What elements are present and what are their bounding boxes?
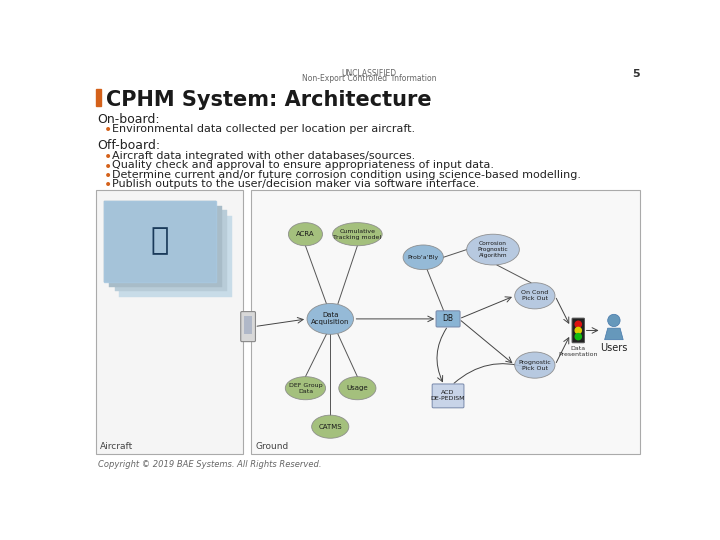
Text: On Cond
Pick Out: On Cond Pick Out [521,291,549,301]
Text: UNCLASSIFIED: UNCLASSIFIED [341,69,397,78]
FancyBboxPatch shape [436,311,460,327]
Text: Quality check and approval to ensure appropriateness of input data.: Quality check and approval to ensure app… [112,160,494,170]
Ellipse shape [403,245,444,269]
Text: •: • [104,150,112,164]
Ellipse shape [515,283,555,309]
Text: Cumulative
Tracking model: Cumulative Tracking model [333,229,382,240]
Bar [104,201,216,282]
Ellipse shape [339,377,376,400]
Bar [120,217,232,298]
Circle shape [575,327,581,334]
Bar [104,201,216,282]
Text: Environmental data collected per location per aircraft.: Environmental data collected per locatio… [112,124,415,134]
Ellipse shape [307,303,354,334]
Ellipse shape [333,222,382,246]
Ellipse shape [289,222,323,246]
FancyBboxPatch shape [251,190,640,454]
Text: •: • [104,123,112,137]
Text: CATMS: CATMS [318,424,342,430]
Text: Determine current and/or future corrosion condition using science-based modellin: Determine current and/or future corrosio… [112,170,581,179]
FancyBboxPatch shape [432,384,464,408]
Text: Usage: Usage [346,385,368,391]
Text: Data
Presentation: Data Presentation [559,346,598,356]
FancyBboxPatch shape [240,312,256,342]
Bar [244,316,252,334]
Text: Off-board:: Off-board: [98,139,161,152]
Text: Publish outputs to the user/decision maker via software interface.: Publish outputs to the user/decision mak… [112,179,479,189]
Bar [109,206,222,287]
Text: Corrosion
Prognostic
Algorithm: Corrosion Prognostic Algorithm [477,241,508,258]
FancyBboxPatch shape [96,190,243,454]
Text: Aircraft data integrated with other databases/sources.: Aircraft data integrated with other data… [112,151,415,161]
Text: Prob'a'Bly: Prob'a'Bly [408,255,439,260]
Ellipse shape [312,415,349,438]
Text: Non-Export Controlled  Information: Non-Export Controlled Information [302,74,436,83]
Text: 🚁: 🚁 [150,227,169,255]
Text: •: • [104,159,112,173]
Circle shape [575,334,581,340]
Ellipse shape [285,377,325,400]
Bar [114,211,228,291]
Text: ACRA: ACRA [296,231,315,237]
Ellipse shape [467,234,519,265]
Text: On-board:: On-board: [98,112,161,125]
Circle shape [608,314,620,327]
Text: •: • [104,168,112,183]
Bar [96,90,101,106]
Text: DEF Group
Data: DEF Group Data [289,383,323,394]
Text: Ground: Ground [255,442,288,450]
Text: 5: 5 [633,69,640,79]
Text: Prognostic
Pick Out: Prognostic Pick Out [518,360,552,370]
FancyBboxPatch shape [572,318,585,343]
Text: •: • [104,178,112,192]
Text: Aircraft: Aircraft [100,442,133,450]
Ellipse shape [515,352,555,378]
Text: ACD
DE-PEDISM: ACD DE-PEDISM [431,390,465,401]
Text: Copyright © 2019 BAE Systems. All Rights Reserved.: Copyright © 2019 BAE Systems. All Rights… [98,460,321,469]
Text: Data
Acquisition: Data Acquisition [311,313,349,326]
Circle shape [575,321,581,327]
Text: DB: DB [443,314,454,323]
Polygon shape [605,328,624,340]
Text: Users: Users [600,343,628,353]
Text: CPHM System: Architecture: CPHM System: Architecture [106,90,431,110]
